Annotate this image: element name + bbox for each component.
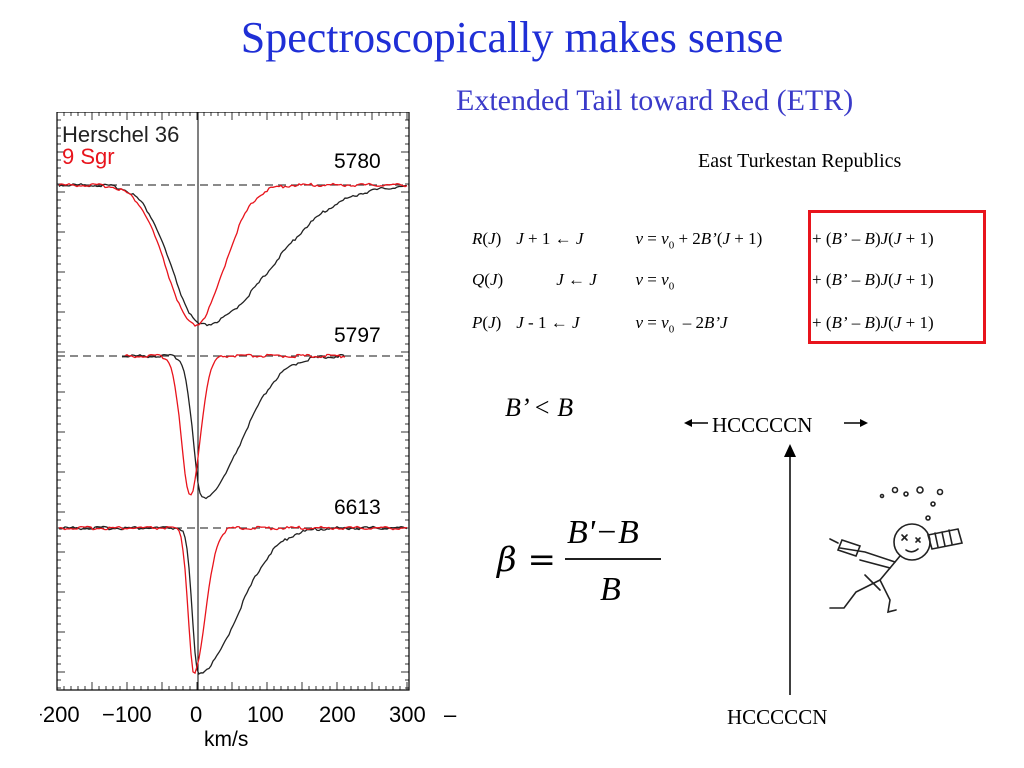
panel-label-5797: 5797 xyxy=(334,324,381,347)
slide-subtitle: Extended Tail toward Red (ETR) xyxy=(456,84,854,117)
x-tick-label-overflow: – xyxy=(444,702,457,727)
profile-5797-herschel36 xyxy=(121,353,345,500)
spectral-curves xyxy=(58,182,408,675)
beta-numerator: B'−B xyxy=(567,514,639,551)
x-tick-label: 300 xyxy=(389,702,426,727)
drunk-stick-figure-doodle xyxy=(829,486,964,614)
right-arrowhead-icon xyxy=(860,419,868,427)
plot-border xyxy=(56,112,410,691)
x-tick-label: 0 xyxy=(190,702,202,727)
molecule-label-top: HCCCCCN xyxy=(712,413,813,437)
x-tick-label: −200 xyxy=(40,702,80,727)
profile-5780-herschel36 xyxy=(58,182,407,327)
profile-6613-9sgr xyxy=(58,525,408,675)
x-tick-label: 200 xyxy=(319,702,356,727)
beta-denominator: B xyxy=(600,571,621,608)
legend-herschel36: Herschel 36 xyxy=(62,122,179,147)
beta-lhs: β = xyxy=(495,540,556,580)
slide-title: Spectroscopically makes sense xyxy=(240,13,784,62)
x-axis-label: km/s xyxy=(204,728,248,751)
x-tick-label: −100 xyxy=(102,702,152,727)
panel-label-6613: 6613 xyxy=(334,496,381,519)
branch-q-equation: Q(J) J ← J v = v0 + (B’ – B)J(J + 1) xyxy=(472,270,934,293)
branch-r-equation: R(J) J + 1 ← J v = v0 + 2B’(J + 1) + (B’… xyxy=(472,229,934,252)
plot-frame xyxy=(56,112,410,691)
b-prime-inequality: B’ < B xyxy=(505,393,574,422)
centrifugal-term-highlight xyxy=(808,210,986,344)
beta-equation: β = B'−B B xyxy=(495,514,661,608)
x-tick-label: 100 xyxy=(247,702,284,727)
profile-5797-9sgr xyxy=(124,353,346,496)
panel-label-5780: 5780 xyxy=(334,150,381,173)
molecule-arrows xyxy=(684,419,868,695)
left-arrowhead-icon xyxy=(684,419,692,427)
spectrum-figure: Herschel 36 9 Sgr 5780 5797 6613 −200 −1… xyxy=(40,112,457,751)
legend-9sgr: 9 Sgr xyxy=(62,144,115,169)
axis-ticks xyxy=(56,112,409,690)
etr-expansion-text: East Turkestan Republics xyxy=(698,150,902,172)
molecule-label-bottom: HCCCCCN xyxy=(727,705,828,729)
profile-6613-herschel36 xyxy=(58,525,408,675)
branch-p-equation: P(J) J - 1 ← J v = v0 – 2B’J + (B’ – B)J… xyxy=(472,313,934,336)
up-arrowhead-icon xyxy=(784,444,796,457)
profile-5780-9sgr xyxy=(58,182,408,327)
